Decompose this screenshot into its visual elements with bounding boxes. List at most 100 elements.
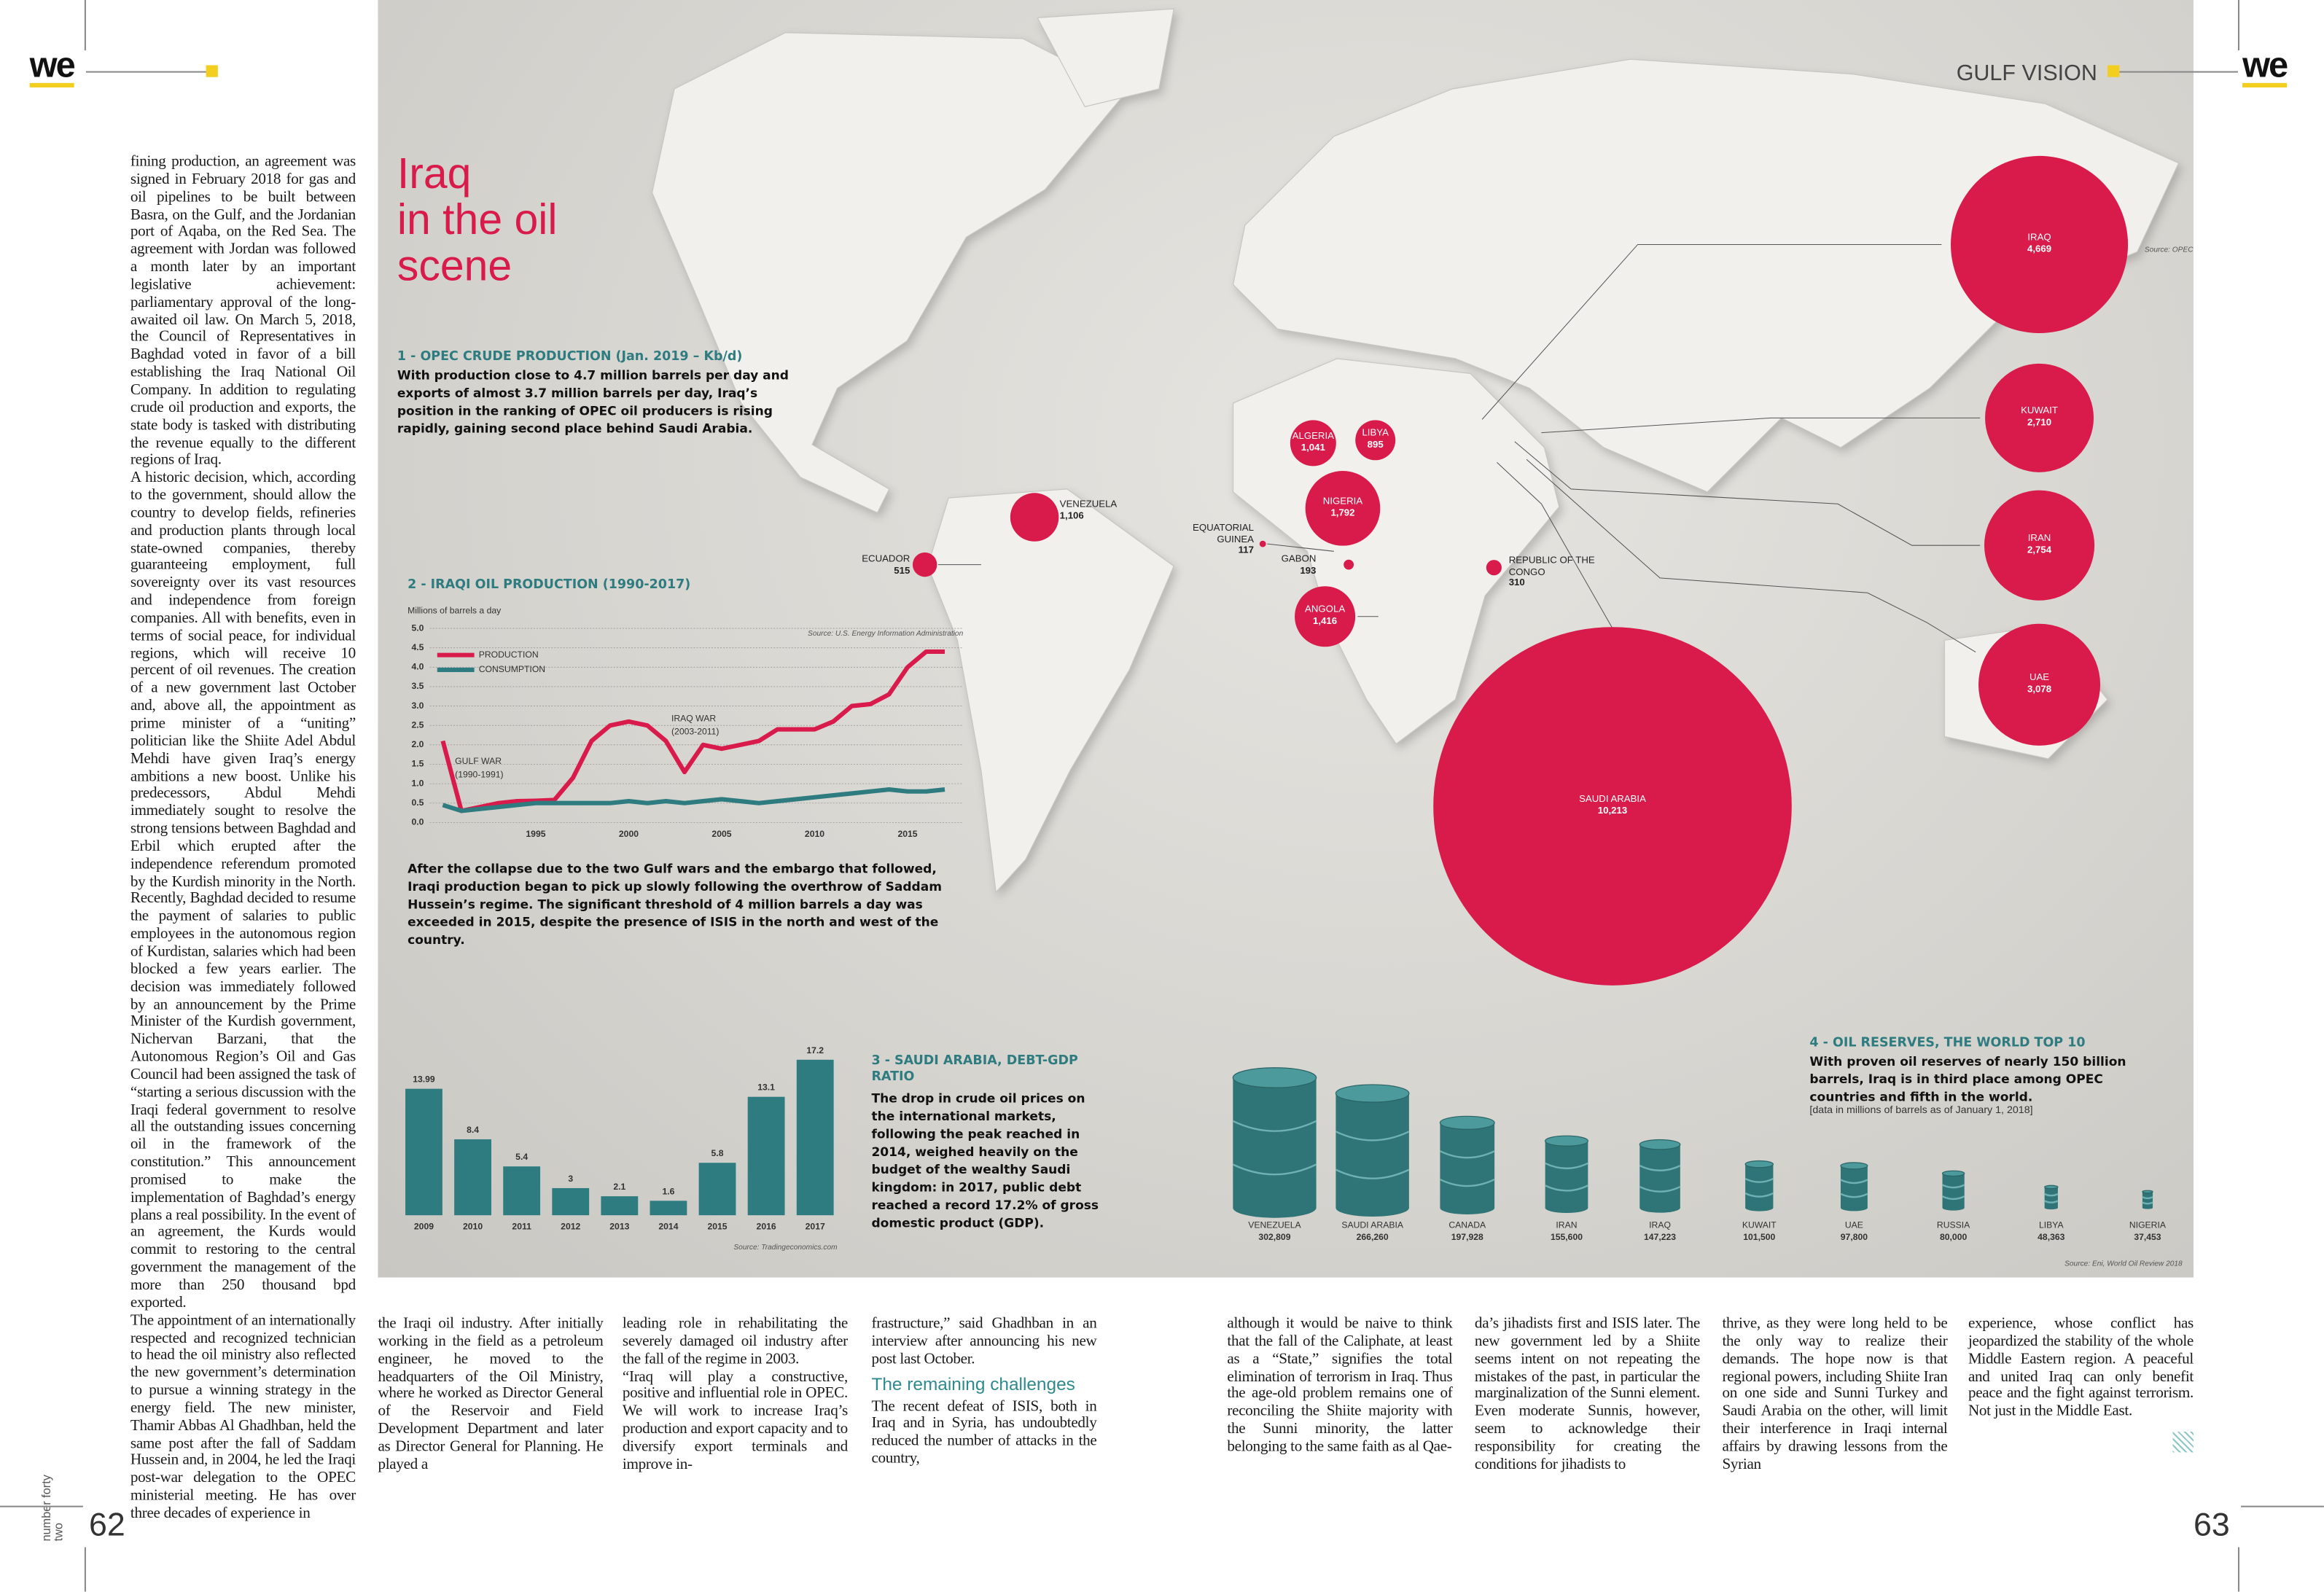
title-line: scene	[397, 243, 512, 291]
barrel-band	[1335, 1131, 1410, 1142]
paragraph: the Iraqi oil industry. After initially …	[378, 1316, 604, 1473]
bubble-value: 4,669	[2027, 243, 2052, 254]
bubble-label: NIGERIA 1,792	[1284, 496, 1403, 518]
bubble-value: 1,416	[1313, 615, 1338, 626]
bubble-name: KUWAIT	[2021, 406, 2058, 417]
title-line: in the oil	[397, 197, 558, 245]
data-label: 5.4	[515, 1152, 528, 1162]
bubble-value: 2,754	[2027, 545, 2052, 555]
bubble	[1295, 586, 1356, 647]
x-tick-label: 2000	[619, 829, 639, 839]
text-column: although it would be naive to think that…	[1227, 1316, 1452, 1456]
paragraph: although it would be naive to think that…	[1227, 1316, 1453, 1456]
y-tick-label: 0.5	[412, 797, 424, 808]
rule	[2237, 0, 2240, 51]
bubble-name: GABON	[1281, 554, 1317, 565]
bubble-name: SAUDI ARABIA	[1579, 794, 1646, 805]
y-tick-label: 0.0	[412, 817, 424, 827]
bubble-name: UAE	[2029, 673, 2050, 684]
barrel-band	[1639, 1165, 1681, 1171]
leader-line	[1497, 461, 1613, 629]
bubble-value: 310	[1508, 577, 1525, 589]
bubble-value: 2,710	[2027, 417, 2052, 428]
greenland	[1037, 8, 1174, 108]
bubble-label: VENEZUELA 1,106	[1060, 499, 1149, 521]
barrel-band	[2142, 1201, 2153, 1205]
bar	[796, 1059, 834, 1216]
y-tick-label: 3.5	[412, 681, 424, 691]
rule	[85, 71, 208, 73]
rule	[0, 1505, 83, 1507]
y-tick-label: 4.0	[412, 662, 424, 672]
x-tick-label: 2015	[897, 829, 917, 839]
bubble	[1259, 540, 1266, 547]
barrel-band	[2142, 1196, 2153, 1200]
end-mark	[2172, 1431, 2194, 1453]
barrel-top	[1840, 1162, 1868, 1170]
axis-label: Millions of barrels a day	[408, 607, 502, 617]
bubble	[1355, 420, 1396, 461]
paragraph: The recent defeat of ISIS, both in Iraq …	[871, 1398, 1097, 1467]
category-label: LIBYA	[2039, 1220, 2064, 1230]
bubble-value: 515	[894, 565, 911, 576]
text-column: da’s jihadists first and ISIS later. The…	[1475, 1316, 1700, 1474]
section-title: GULF VISION	[1956, 61, 2097, 86]
paragraph: experience, whose conflict has jeopardiz…	[1968, 1316, 2194, 1421]
data-line	[440, 649, 945, 813]
bubble	[1305, 471, 1381, 546]
y-tick-label: 1.0	[412, 778, 424, 788]
barrel	[1639, 1144, 1680, 1208]
x-tick-label: 2005	[711, 829, 731, 839]
barrel-top	[1335, 1084, 1410, 1103]
barrel-band	[2044, 1193, 2059, 1197]
barrel-band	[1232, 1120, 1317, 1132]
rule	[2237, 1547, 2240, 1592]
data-line	[442, 787, 945, 813]
barrel	[1942, 1173, 1965, 1208]
south-america	[927, 488, 1174, 894]
bubble	[1951, 155, 2129, 333]
category-label: IRAQ	[1649, 1220, 1671, 1230]
bubble-label: GABON 193	[1227, 554, 1317, 576]
data-label: 147,223	[1644, 1232, 1676, 1242]
bar	[747, 1096, 785, 1216]
rule	[2241, 1505, 2324, 1507]
barrel-band	[1232, 1163, 1317, 1176]
category-label: SAUDI ARABIA	[1341, 1220, 1404, 1230]
legend-label: PRODUCTION	[479, 649, 539, 660]
bubble-name: ANGOLA	[1305, 604, 1346, 615]
bubble	[1984, 490, 2095, 601]
bubble-name: ECUADOR	[862, 554, 911, 565]
data-label: 8.4	[467, 1125, 479, 1135]
bubble-label: IRAN 2,754	[1980, 534, 2099, 555]
barrel-band	[1545, 1162, 1588, 1170]
barrel	[1440, 1123, 1495, 1208]
bubble-label: SAUDI ARABIA 10,213	[1553, 795, 1672, 816]
barrel-band	[1744, 1177, 1774, 1183]
text-column: frastructure,” said Ghadhban in an inter…	[871, 1316, 1096, 1468]
data-label: 2.1	[613, 1182, 625, 1192]
section-heading: 2 - IRAQI OIL PRODUCTION (1990-2017)	[408, 577, 691, 593]
text-column: the Iraqi oil industry. After initially …	[378, 1316, 603, 1474]
barrel	[1545, 1141, 1588, 1208]
data-label: 302,809	[1258, 1232, 1290, 1242]
x-tick-label: 1995	[526, 829, 545, 839]
leader-line	[1514, 441, 1981, 546]
section-text: With proven oil reserves of nearly 150 b…	[1809, 1053, 2126, 1104]
paragraph: da’s jihadists first and ISIS later. The…	[1474, 1316, 1700, 1473]
bubble	[1978, 623, 2101, 746]
text-column: thrive, as they were long held to be the…	[1722, 1316, 1947, 1474]
annotation: (1990-1991)	[455, 770, 503, 780]
data-label: 48,363	[2038, 1232, 2064, 1242]
bubble-value: 895	[1367, 439, 1384, 450]
leader-line	[1541, 417, 1981, 434]
barrel-band	[2044, 1200, 2059, 1203]
barrel-top	[1941, 1170, 1965, 1177]
bar	[454, 1139, 491, 1216]
barrel-band	[1942, 1195, 1965, 1201]
bubble	[1290, 420, 1336, 467]
bubble-label: ANGOLA 1,416	[1266, 605, 1384, 627]
text-column: fining production, an agreement was sign…	[130, 154, 356, 1523]
